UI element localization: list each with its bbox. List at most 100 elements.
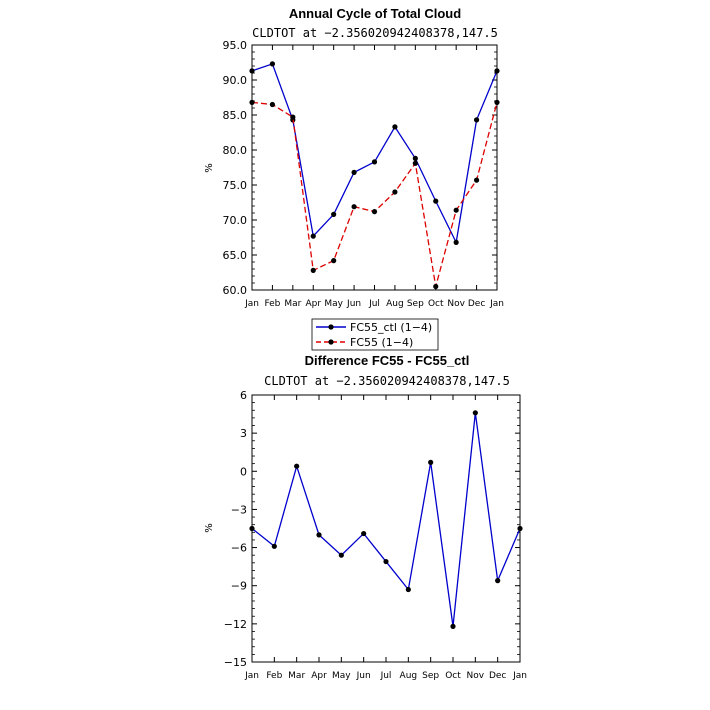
chart1-frame: [251, 44, 498, 291]
chart2-ytick-label: −15: [224, 656, 247, 669]
chart1-series-0-point: [351, 169, 357, 175]
chart2-ytick-label: 3: [240, 427, 247, 440]
chart2-ytick-label: 0: [240, 465, 247, 478]
chart1-series-1-point: [290, 114, 296, 120]
chart2-xtick-label: Jun: [356, 671, 371, 681]
chart1-series-0-point: [392, 124, 398, 130]
chart1-ytick-label: 95.0: [223, 39, 248, 52]
chart1-plot-area: 60.0 65.0 70.0 75.0 80.0 85.0 90.0 95.0 Jan Feb Ma…: [223, 39, 504, 309]
chart2-ylabel: %: [204, 523, 215, 533]
chart1-series-0-point: [494, 68, 500, 74]
chart2-xtick-label: May: [332, 671, 351, 681]
chart2-series-0-point: [338, 552, 344, 558]
chart1-series-1-point: [392, 189, 398, 195]
chart1-series-1-line: [251, 101, 498, 287]
chart1-xtick-label: Mar: [284, 299, 301, 309]
chart1-series-0-point: [453, 239, 459, 245]
chart1-xtick-label: Sep: [407, 299, 424, 309]
chart1-xtick-label: Feb: [264, 299, 280, 309]
chart2-ytick-label: 6: [240, 389, 247, 402]
chart1-series-1-point: [269, 101, 276, 108]
chart2-xtick-label: Apr: [311, 671, 327, 681]
chart1-series-1-point: [494, 99, 500, 105]
chart1-xtick-label: Nov: [447, 299, 465, 309]
chart1-ytick-label: 65.0: [223, 249, 248, 262]
chart2-xtick-label: Sep: [422, 671, 439, 681]
chart1-series-1-point: [331, 258, 337, 264]
chart1-xtick-label: Jan: [489, 299, 504, 309]
chart1-series-0-point: [331, 211, 337, 217]
chart1-series-1-point: [351, 204, 357, 210]
chart1-series-0-line: [251, 63, 498, 245]
chart1-ytick-label: 60.0: [223, 284, 248, 297]
chart2-frame: [251, 394, 521, 663]
chart1-series-1-point: [473, 177, 480, 183]
chart1-xtick-label: Dec: [468, 299, 485, 309]
chart2-xtick-label: Jul: [380, 671, 392, 681]
chart1-xtick-label: Jun: [346, 299, 361, 309]
chart2-series-0-point: [517, 525, 523, 532]
chart1-legend: FC55_ctl (1−4) FC55 (1−4): [311, 318, 439, 351]
chart2-xtick-label: Mar: [288, 671, 305, 681]
chart1-series-0-point: [412, 155, 418, 161]
chart2-xtick-label: Jan: [512, 671, 527, 681]
chart2-series-0-point: [316, 532, 322, 538]
legend-label-fc55: FC55 (1−4): [350, 336, 413, 349]
chart2-xtick-label: Nov: [467, 671, 485, 681]
chart2-series-0-point: [428, 459, 434, 465]
chart2-ytick-label: −9: [231, 580, 247, 593]
chart1-ytick-label: 90.0: [223, 74, 248, 87]
chart1-series-0-point: [433, 198, 439, 204]
chart1-series-1-point: [371, 209, 378, 215]
chart1-xtick-label: Aug: [386, 299, 404, 309]
chart1-series-1-point: [310, 267, 316, 273]
chart1-ytick-label: 70.0: [223, 214, 248, 227]
chart2-ytick-label: −3: [231, 503, 247, 516]
chart1-series-1-point: [453, 207, 459, 213]
chart1-xtick-label: May: [324, 299, 343, 309]
chart1-ytick-label: 75.0: [223, 179, 248, 192]
legend-marker-ctl: [328, 324, 334, 330]
chart1-xtick-label: Oct: [428, 299, 444, 309]
chart1-xtick-label: Jan: [244, 299, 259, 309]
chart2-xtick-label: Aug: [400, 671, 418, 681]
chart2-xtick-label: Dec: [489, 671, 506, 681]
chart2-series-0-point: [450, 623, 456, 630]
chart2-plot-area: −15 −12 −9 −6 −3 0 3 6 Jan Feb Mar Apr May Jun Jul Aug S…: [224, 389, 527, 681]
chart1-series-1-point: [433, 283, 439, 290]
chart1-series-0-point: [310, 233, 316, 239]
legend-marker-fc55: [328, 339, 334, 345]
chart1-series-0-point: [269, 61, 276, 67]
legend-box: [311, 318, 439, 351]
chart1-series-0-point: [249, 68, 255, 74]
chart1-series-0-point: [473, 117, 480, 123]
chart1-ytick-label: 80.0: [223, 144, 248, 157]
chart1-series-1-point: [412, 160, 418, 166]
chart1-title: Annual Cycle of Total Cloud: [289, 6, 461, 21]
chart2-xtick-label: Feb: [266, 671, 282, 681]
chart2-series-0-point: [271, 543, 277, 549]
chart1-series-1-point: [249, 99, 255, 105]
chart1-series-0-point: [371, 159, 378, 165]
chart2-xtick-label: Oct: [445, 671, 461, 681]
chart1-xtick-label: Jul: [368, 299, 380, 309]
chart1-xtick-label: Apr: [305, 299, 321, 309]
chart2-subtitle: CLDTOT at −2.356020942408378,147.5: [264, 374, 510, 388]
chart2-title: Difference FC55 - FC55_ctl: [305, 353, 470, 368]
chart1-ytick-label: 85.0: [223, 109, 248, 122]
chart2-series-0-point: [294, 463, 300, 469]
chart1-ylabel: %: [204, 163, 215, 173]
chart2-series-0-point: [405, 586, 411, 593]
chart2-series-0-point: [495, 578, 501, 584]
chart2-ytick-label: −12: [224, 618, 247, 631]
chart1-subtitle: CLDTOT at −2.356020942408378,147.5: [252, 26, 498, 40]
chart2-series-0-point: [361, 530, 367, 537]
legend-label-ctl: FC55_ctl (1−4): [350, 321, 432, 334]
chart2-series-0-point: [249, 525, 255, 532]
chart2-ytick-label: −6: [231, 542, 247, 555]
chart2-xtick-label: Jan: [244, 671, 259, 681]
chart2-series-0-point: [383, 558, 389, 565]
chart2-series-0-point: [472, 410, 478, 416]
chart2-series-0-line: [251, 412, 521, 627]
